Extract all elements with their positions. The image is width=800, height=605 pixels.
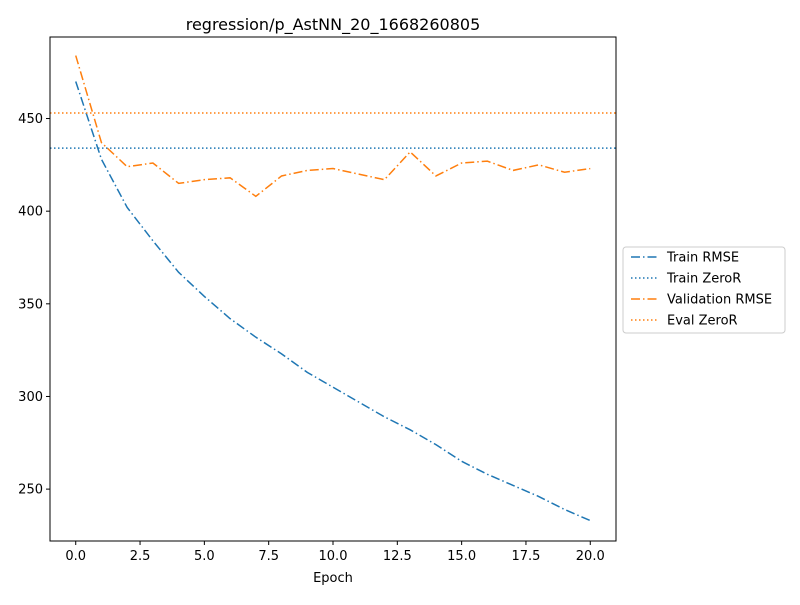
legend-label-train-rmse: Train RMSE — [666, 251, 739, 266]
legend-label-validation-rmse: Validation RMSE — [667, 293, 772, 308]
legend-box — [622, 246, 786, 334]
series-train-rmse — [75, 81, 591, 522]
y-tick-label: 250 — [18, 483, 43, 498]
x-tick-label: 2.5 — [130, 549, 151, 564]
y-tick-label: 300 — [18, 390, 43, 405]
series-validation-rmse — [75, 55, 591, 198]
plot-series — [50, 55, 616, 522]
y-axis: 250 300 350 400 450 — [18, 112, 50, 498]
x-tick-label: 12.5 — [383, 549, 412, 564]
legend-label-eval-zeror: Eval ZeroR — [667, 314, 738, 329]
x-axis-label: Epoch — [313, 571, 353, 586]
legend-label-train-zeror: Train ZeroR — [666, 272, 741, 287]
legend: Train RMSE Train ZeroR Validation RMSE Eval… — [622, 246, 786, 334]
x-tick-label: 0.0 — [65, 549, 86, 564]
x-tick-label: 15.0 — [447, 549, 476, 564]
x-axis: 0.0 2.5 5.0 7.5 10.0 12.5 15.0 17.5 20.0 — [65, 541, 605, 564]
x-tick-label: 10.0 — [319, 549, 348, 564]
x-tick-label: 5.0 — [194, 549, 215, 564]
y-tick-label: 350 — [18, 297, 43, 312]
y-tick-label: 450 — [18, 112, 43, 127]
x-tick-label: 7.5 — [258, 549, 279, 564]
y-tick-label: 400 — [18, 205, 43, 220]
x-tick-label: 17.5 — [511, 549, 540, 564]
x-tick-label: 20.0 — [576, 549, 605, 564]
chart-title: regression/p_AstNN_20_1668260805 — [186, 15, 481, 35]
